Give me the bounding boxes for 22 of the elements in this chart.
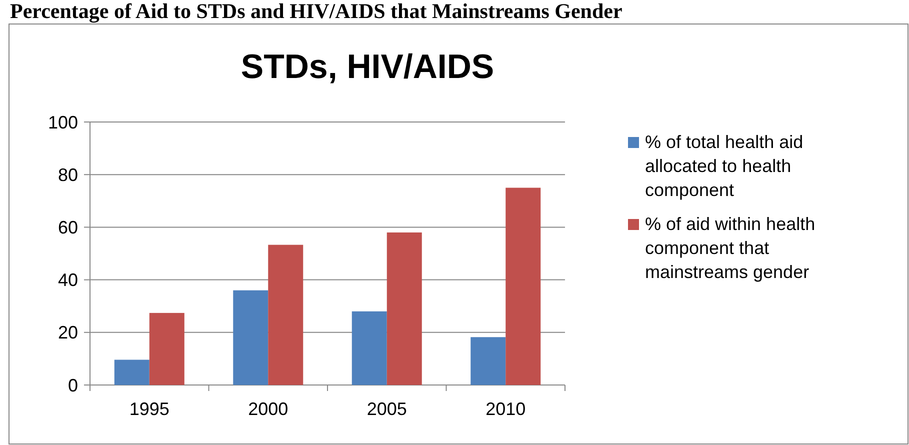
bar	[352, 311, 387, 385]
x-tick-label: 2010	[486, 399, 526, 419]
y-tick-label: 60	[58, 218, 78, 238]
bar	[233, 290, 268, 385]
y-tick-label: 40	[58, 270, 78, 290]
bar	[470, 337, 506, 385]
y-tick-label: 100	[48, 112, 78, 132]
y-tick-label: 20	[58, 322, 78, 343]
bar	[386, 232, 422, 385]
x-tick-label: 2005	[366, 399, 407, 419]
legend-label: % of total health aid allocated to health component	[645, 132, 804, 200]
chart-title: Percentage of Aid to STDs and HIV/AIDS that Mainstreams Gender	[10, 0, 622, 23]
y-tick-label: 0	[68, 375, 78, 396]
x-tick-label: 2000	[248, 399, 288, 419]
bar	[506, 188, 541, 385]
legend-label: % of aid within health component that mainstreams gender	[645, 214, 816, 282]
x-tick-label: 1995	[129, 399, 170, 419]
chart-subtitle: STDs, HIV/AIDS	[240, 48, 494, 86]
bar	[114, 360, 150, 385]
bar	[149, 312, 184, 385]
bar	[268, 244, 304, 385]
y-tick-label: 80	[58, 164, 78, 185]
